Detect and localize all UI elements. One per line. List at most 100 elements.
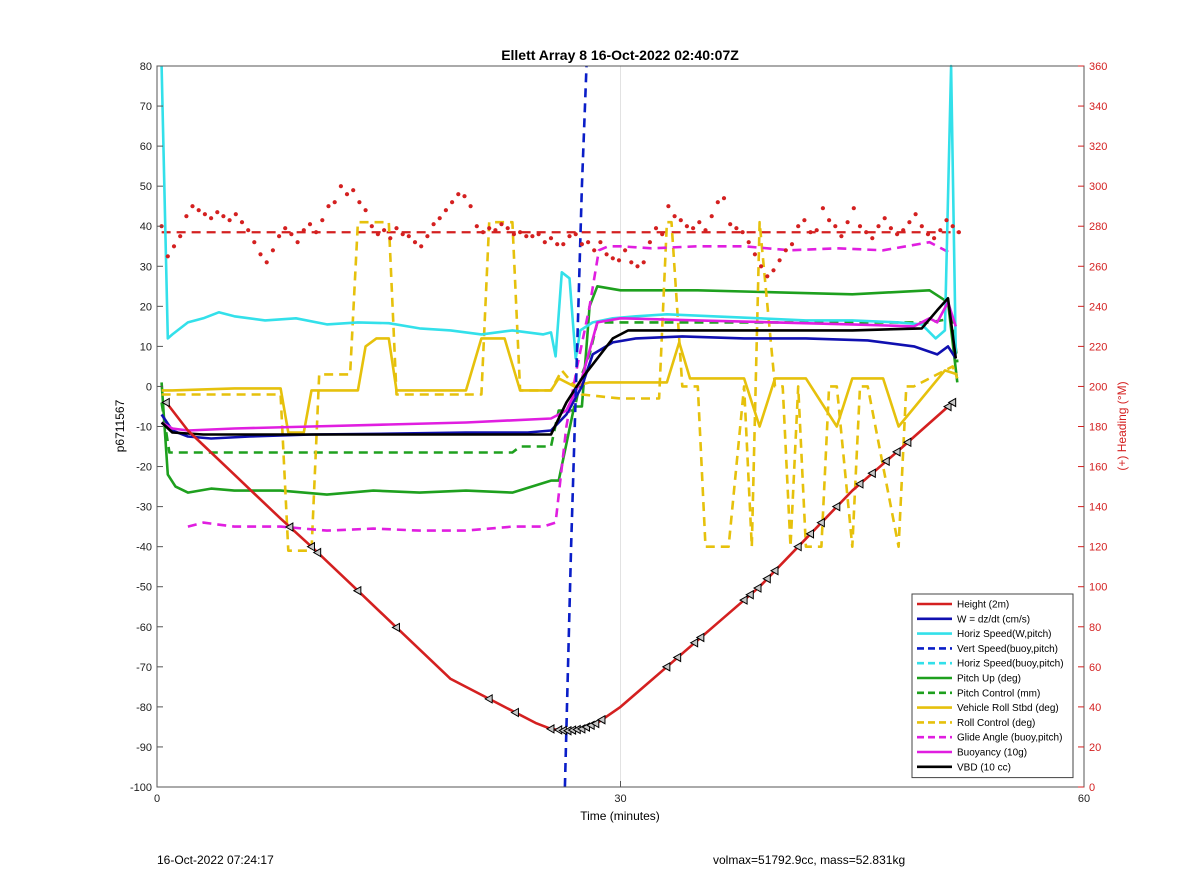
heading-point	[678, 218, 683, 223]
heading-point	[505, 226, 510, 231]
heading-point	[511, 232, 516, 237]
height-marker	[831, 501, 841, 512]
heading-point	[647, 240, 653, 245]
heading-point	[215, 210, 220, 215]
heading-point	[431, 222, 436, 227]
heading-point	[845, 220, 850, 225]
legend-entry: W = dz/dt (cm/s)	[957, 614, 1030, 625]
heading-point	[913, 212, 918, 217]
y2-tick-label: 160	[1089, 462, 1107, 474]
heading-point	[728, 222, 733, 227]
legend-entry: Height (2m)	[957, 600, 1009, 611]
y2-tick-label: 120	[1089, 542, 1107, 554]
height-marker	[596, 714, 606, 725]
height-marker	[312, 547, 322, 558]
heading-point	[629, 260, 634, 265]
heading-point	[258, 252, 263, 257]
heading-point	[474, 224, 479, 229]
y-tick-label: 60	[140, 141, 152, 153]
heading-point	[270, 248, 275, 253]
heading-point	[573, 232, 578, 237]
heading-point	[443, 208, 448, 213]
y-tick-label: 20	[140, 301, 152, 313]
y-tick-label: -100	[130, 782, 152, 794]
heading-point	[456, 192, 461, 197]
heading-point	[870, 236, 875, 241]
legend-entry: VBD (10 cc)	[957, 762, 1011, 773]
heading-point	[196, 208, 201, 213]
x-tick-label: 0	[154, 793, 160, 805]
y2-tick-label: 100	[1089, 582, 1107, 594]
heading-point	[598, 240, 603, 245]
heading-point	[691, 226, 696, 231]
y-tick-label: 70	[140, 101, 152, 113]
heading-point	[252, 240, 257, 245]
height-marker	[902, 437, 912, 448]
heading-point	[295, 240, 300, 245]
heading-point	[530, 234, 535, 239]
heading-point	[789, 242, 795, 247]
y2-tick-label: 200	[1089, 381, 1107, 393]
heading-point	[382, 228, 387, 233]
legend: Height (2m) W = dz/dt (cm/s) Horiz Speed(W…	[911, 593, 1074, 779]
series-layer	[159, 64, 962, 788]
heading-point	[289, 232, 294, 237]
heading-point	[697, 220, 702, 225]
y-tick-label: 0	[146, 381, 152, 393]
y-tick-label: -90	[136, 742, 152, 754]
y-tick-label: -30	[136, 502, 152, 514]
heading-point	[907, 220, 912, 225]
heading-point	[734, 226, 739, 231]
heading-point	[338, 184, 343, 189]
axis-ticks: 0 30 60-100-90-80-70-60-50-40-30-20-100102…	[130, 61, 1107, 805]
height-marker	[854, 479, 864, 489]
heading-point	[759, 264, 764, 269]
legend-entry: Pitch Up (deg)	[957, 674, 1021, 685]
y2-tick-label: 180	[1089, 422, 1107, 434]
height-marker	[352, 585, 362, 596]
height-marker	[745, 589, 754, 600]
heading-point	[709, 214, 714, 219]
height-marker	[805, 528, 815, 539]
heading-point	[814, 228, 819, 233]
height-marker	[306, 541, 315, 552]
height-marker	[391, 622, 400, 633]
heading-point	[326, 204, 331, 209]
heading-point	[171, 244, 177, 249]
legend-entry: Vehicle Roll Stbd (deg)	[957, 703, 1059, 714]
heading-point	[202, 212, 207, 217]
height-marker	[867, 468, 876, 479]
y2-tick-label: 140	[1089, 502, 1107, 514]
heading-point	[314, 230, 319, 235]
heading-point	[703, 228, 708, 233]
height-marker	[484, 694, 493, 704]
heading-point	[542, 240, 547, 245]
heading-point	[660, 232, 665, 237]
heading-point	[827, 218, 832, 223]
heading-point	[555, 242, 560, 247]
height-marker	[762, 573, 771, 584]
height-marker	[892, 447, 901, 457]
heading-point	[184, 214, 189, 219]
height-marker	[881, 456, 890, 467]
heading-point	[808, 230, 813, 235]
heading-point	[616, 258, 622, 263]
legend-entry: Vert Speed(buoy,pitch)	[957, 644, 1058, 655]
heading-point	[450, 200, 455, 205]
y-tick-label: 80	[140, 61, 152, 73]
y2-tick-label: 280	[1089, 221, 1107, 233]
y2-tick-label: 360	[1089, 61, 1107, 73]
heading-point	[746, 240, 751, 245]
y-tick-label: 10	[140, 341, 152, 353]
heading-point	[833, 224, 838, 229]
heading-point	[246, 228, 251, 233]
y-tick-label: -10	[136, 422, 152, 434]
heading-point	[227, 218, 232, 223]
legend-entry: Pitch Control (mm)	[957, 688, 1040, 699]
y-axis-label: p6711567	[113, 399, 127, 452]
heading-point	[876, 224, 881, 229]
height-marker	[545, 724, 555, 734]
y2-tick-label: 240	[1089, 301, 1107, 313]
heading-point	[332, 200, 337, 205]
heading-point	[400, 232, 405, 237]
